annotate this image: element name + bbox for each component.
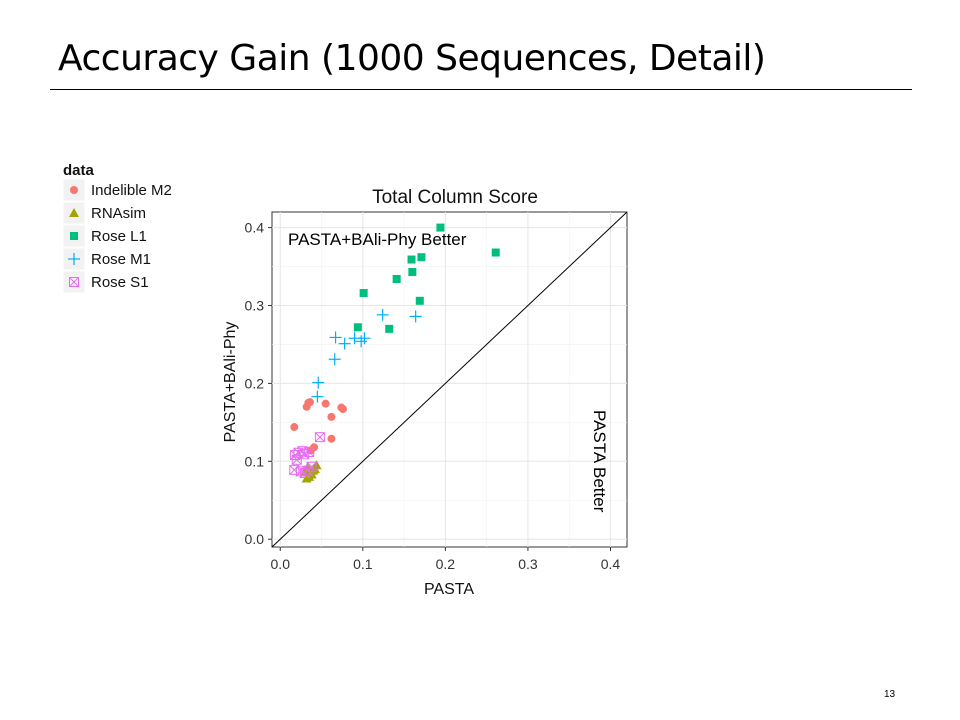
y-tick-label: 0.4 — [245, 220, 265, 236]
data-point-indelible-m2 — [339, 405, 347, 414]
y-tick-label: 0.2 — [245, 375, 265, 391]
data-point-rose-m1 — [358, 332, 371, 345]
legend-marker-rose-s1 — [69, 277, 79, 287]
data-point-indelible-m2 — [321, 399, 330, 408]
data-point-rose-l1 — [407, 255, 416, 264]
page-number: 13 — [884, 689, 896, 700]
legend-label: Rose L1 — [91, 228, 147, 245]
legend-title: data — [63, 162, 95, 179]
chart-title: Total Column Score — [372, 187, 538, 208]
data-point-rose-s1 — [306, 461, 317, 472]
data-point-rose-l1 — [408, 267, 417, 276]
x-tick-label: 0.0 — [271, 556, 291, 572]
y-axis-label: PASTA+BAli-Phy — [222, 322, 239, 443]
data-point-indelible-m2 — [290, 423, 299, 432]
data-point-rose-m1 — [355, 335, 368, 348]
data-point-rose-m1 — [311, 390, 324, 403]
x-tick-label: 0.1 — [353, 556, 373, 572]
data-point-rose-l1 — [417, 253, 426, 262]
data-point-rose-s1 — [304, 446, 315, 457]
data-point-rose-l1 — [392, 275, 401, 283]
legend-label: Indelible M2 — [91, 182, 172, 199]
y-tick-label: 0.0 — [245, 531, 265, 547]
data-point-rose-m1 — [376, 308, 389, 321]
legend-marker-indelible-m2 — [70, 186, 78, 194]
data-point-rose-s1 — [314, 432, 325, 443]
annotation-pasta-better: PASTA Better — [590, 410, 609, 513]
data-point-rose-l1 — [436, 223, 445, 232]
data-point-rose-m1 — [328, 353, 341, 366]
legend-label: Rose M1 — [91, 251, 151, 268]
data-point-indelible-m2 — [305, 398, 314, 407]
x-tick-label: 0.2 — [436, 556, 456, 572]
legend-marker-rose-l1 — [70, 232, 78, 240]
data-point-rose-l1 — [415, 296, 424, 305]
title-divider — [50, 89, 912, 90]
data-point-rose-l1 — [385, 324, 394, 333]
y-tick-label: 0.3 — [245, 297, 265, 313]
data-point-rose-l1 — [359, 289, 368, 298]
slide-title: Accuracy Gain (1000 Sequences, Detail) — [58, 38, 766, 79]
data-point-rose-l1 — [491, 248, 500, 257]
legend-label: Rose S1 — [91, 274, 149, 291]
x-tick-label: 0.3 — [518, 556, 538, 572]
legend: data Indelible M2 RNAsim Rose L1 Rose M1 Rose… — [62, 162, 172, 294]
annotation-pasta-bali-phy-better: PASTA+BAli-Phy Better — [288, 230, 467, 249]
legend-marker-rnasim — [69, 208, 79, 217]
data-point-indelible-m2 — [327, 434, 336, 443]
data-point-rose-l1 — [353, 323, 362, 332]
plot-area: 0.0 0.1 0.2 0.3 0.4 0.0 0.1 0.2 0.3 0.4 PASTA+BAli… — [245, 211, 628, 572]
y-tick-label: 0.1 — [245, 453, 265, 469]
x-axis-label: PASTA — [424, 581, 474, 598]
data-point-rose-m1 — [338, 337, 351, 350]
data-point-rose-m1 — [312, 376, 325, 389]
data-point-rose-m1 — [409, 310, 422, 323]
legend-label: RNAsim — [91, 205, 146, 222]
x-tick-label: 0.4 — [601, 556, 621, 572]
data-point-indelible-m2 — [327, 412, 336, 421]
legend-marker-rose-m1 — [68, 253, 80, 265]
data-point-rose-s1 — [291, 454, 302, 465]
reference-line — [271, 211, 628, 548]
data-point-rose-m1 — [329, 331, 342, 344]
